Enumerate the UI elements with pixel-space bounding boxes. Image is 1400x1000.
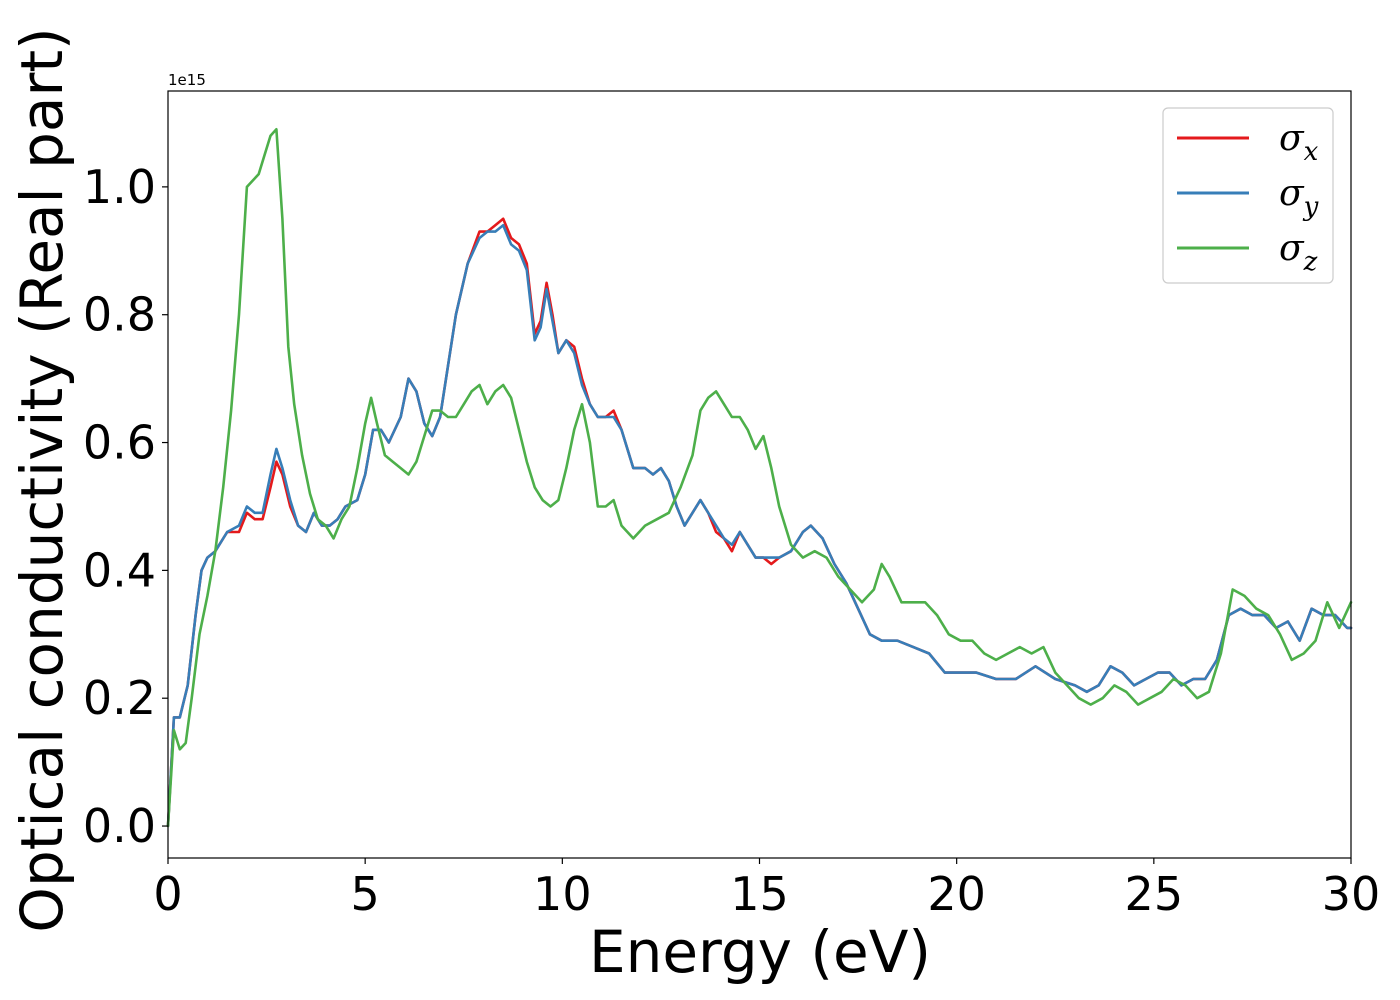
y-tick-label: 0.2	[83, 671, 156, 725]
legend-label-z: σz	[1279, 228, 1318, 277]
x-axis: 0 5 10 15 20 25 30	[153, 858, 1380, 921]
x-tick-label: 0	[153, 867, 182, 921]
series-line-z	[166, 128, 1353, 828]
legend-label-x: σx	[1279, 118, 1319, 167]
y-tick-label: 0.0	[83, 799, 156, 853]
y-tick-label: 0.4	[83, 543, 156, 597]
legend-box	[1162, 107, 1334, 284]
x-axis-title: Energy (eV)	[589, 918, 931, 986]
y-offset-label: 1e15	[168, 71, 206, 89]
legend-label-y: σy	[1279, 173, 1319, 222]
x-tick-label: 20	[927, 867, 986, 921]
y-tick-label: 1.0	[83, 160, 156, 214]
legend: σx σy σz	[1162, 107, 1334, 284]
x-tick-label: 30	[1322, 867, 1381, 921]
y-tick-label: 0.6	[83, 416, 156, 470]
y-axis: 0.0 0.2 0.4 0.6 0.8 1.0	[83, 160, 168, 853]
series-layer	[166, 128, 1353, 828]
y-axis-title: Optical conductivity (Real part)	[8, 27, 76, 932]
x-tick-label: 25	[1125, 867, 1184, 921]
x-tick-label: 10	[533, 867, 592, 921]
series-line-y	[166, 223, 1353, 828]
y-tick-label: 0.8	[83, 288, 156, 342]
x-tick-label: 15	[730, 867, 789, 921]
x-tick-label: 5	[351, 867, 380, 921]
